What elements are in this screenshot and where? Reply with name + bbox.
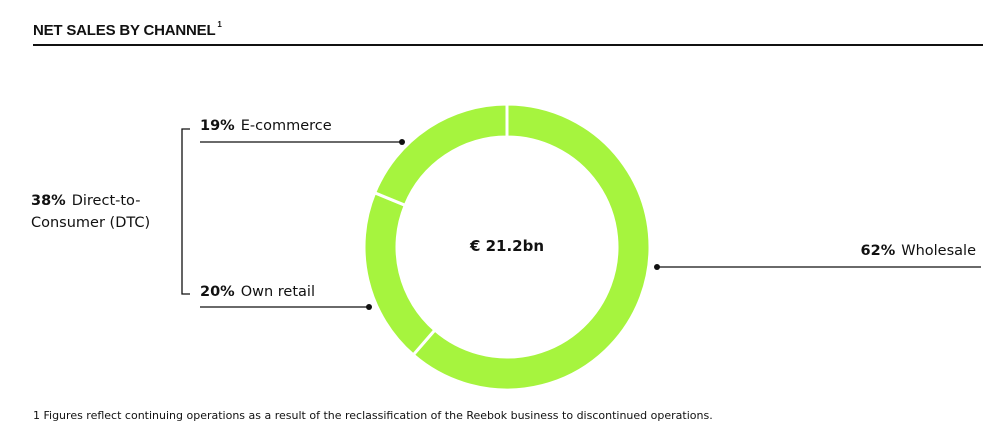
- slice-label-ecommerce: 19% E-commerce: [200, 118, 332, 134]
- leader-dot-wholesale: [654, 264, 660, 270]
- dtc-group-label: 38% Direct-to- Consumer (DTC): [31, 190, 150, 234]
- donut-slice-wholesale: [411, 102, 652, 392]
- dtc-line1: Direct-to-: [71, 193, 141, 209]
- slice-label-own-retail: 20% Own retail: [200, 284, 315, 300]
- donut-slice-own-retail: [362, 190, 437, 358]
- dtc-bracket: [181, 128, 190, 295]
- slice-pct-ecommerce: 19%: [200, 118, 235, 134]
- dtc-pct: 38%: [31, 193, 66, 209]
- dtc-line2: Consumer (DTC): [31, 215, 151, 231]
- leader-lines: [181, 128, 981, 308]
- donut-slice-e-commerce: [372, 102, 509, 208]
- title-footnote-mark: 1: [217, 20, 222, 29]
- slice-name-ecommerce: E-commerce: [240, 118, 332, 134]
- slice-label-wholesale: 62% Wholesale: [861, 243, 976, 259]
- leader-dot-own-retail: [366, 304, 372, 310]
- footnote: 1 Figures reflect continuing operations …: [33, 409, 713, 422]
- title-rule: [33, 44, 983, 46]
- slice-pct-own-retail: 20%: [200, 284, 235, 300]
- leader-dot-ecommerce: [399, 139, 405, 145]
- slice-name-own-retail: Own retail: [240, 284, 315, 300]
- donut-center-total: € 21.2bn: [469, 237, 545, 255]
- slice-pct-wholesale: 62%: [860, 243, 896, 259]
- chart-title: NET SALES BY CHANNEL 1: [33, 20, 222, 39]
- slice-name-wholesale: Wholesale: [901, 243, 976, 259]
